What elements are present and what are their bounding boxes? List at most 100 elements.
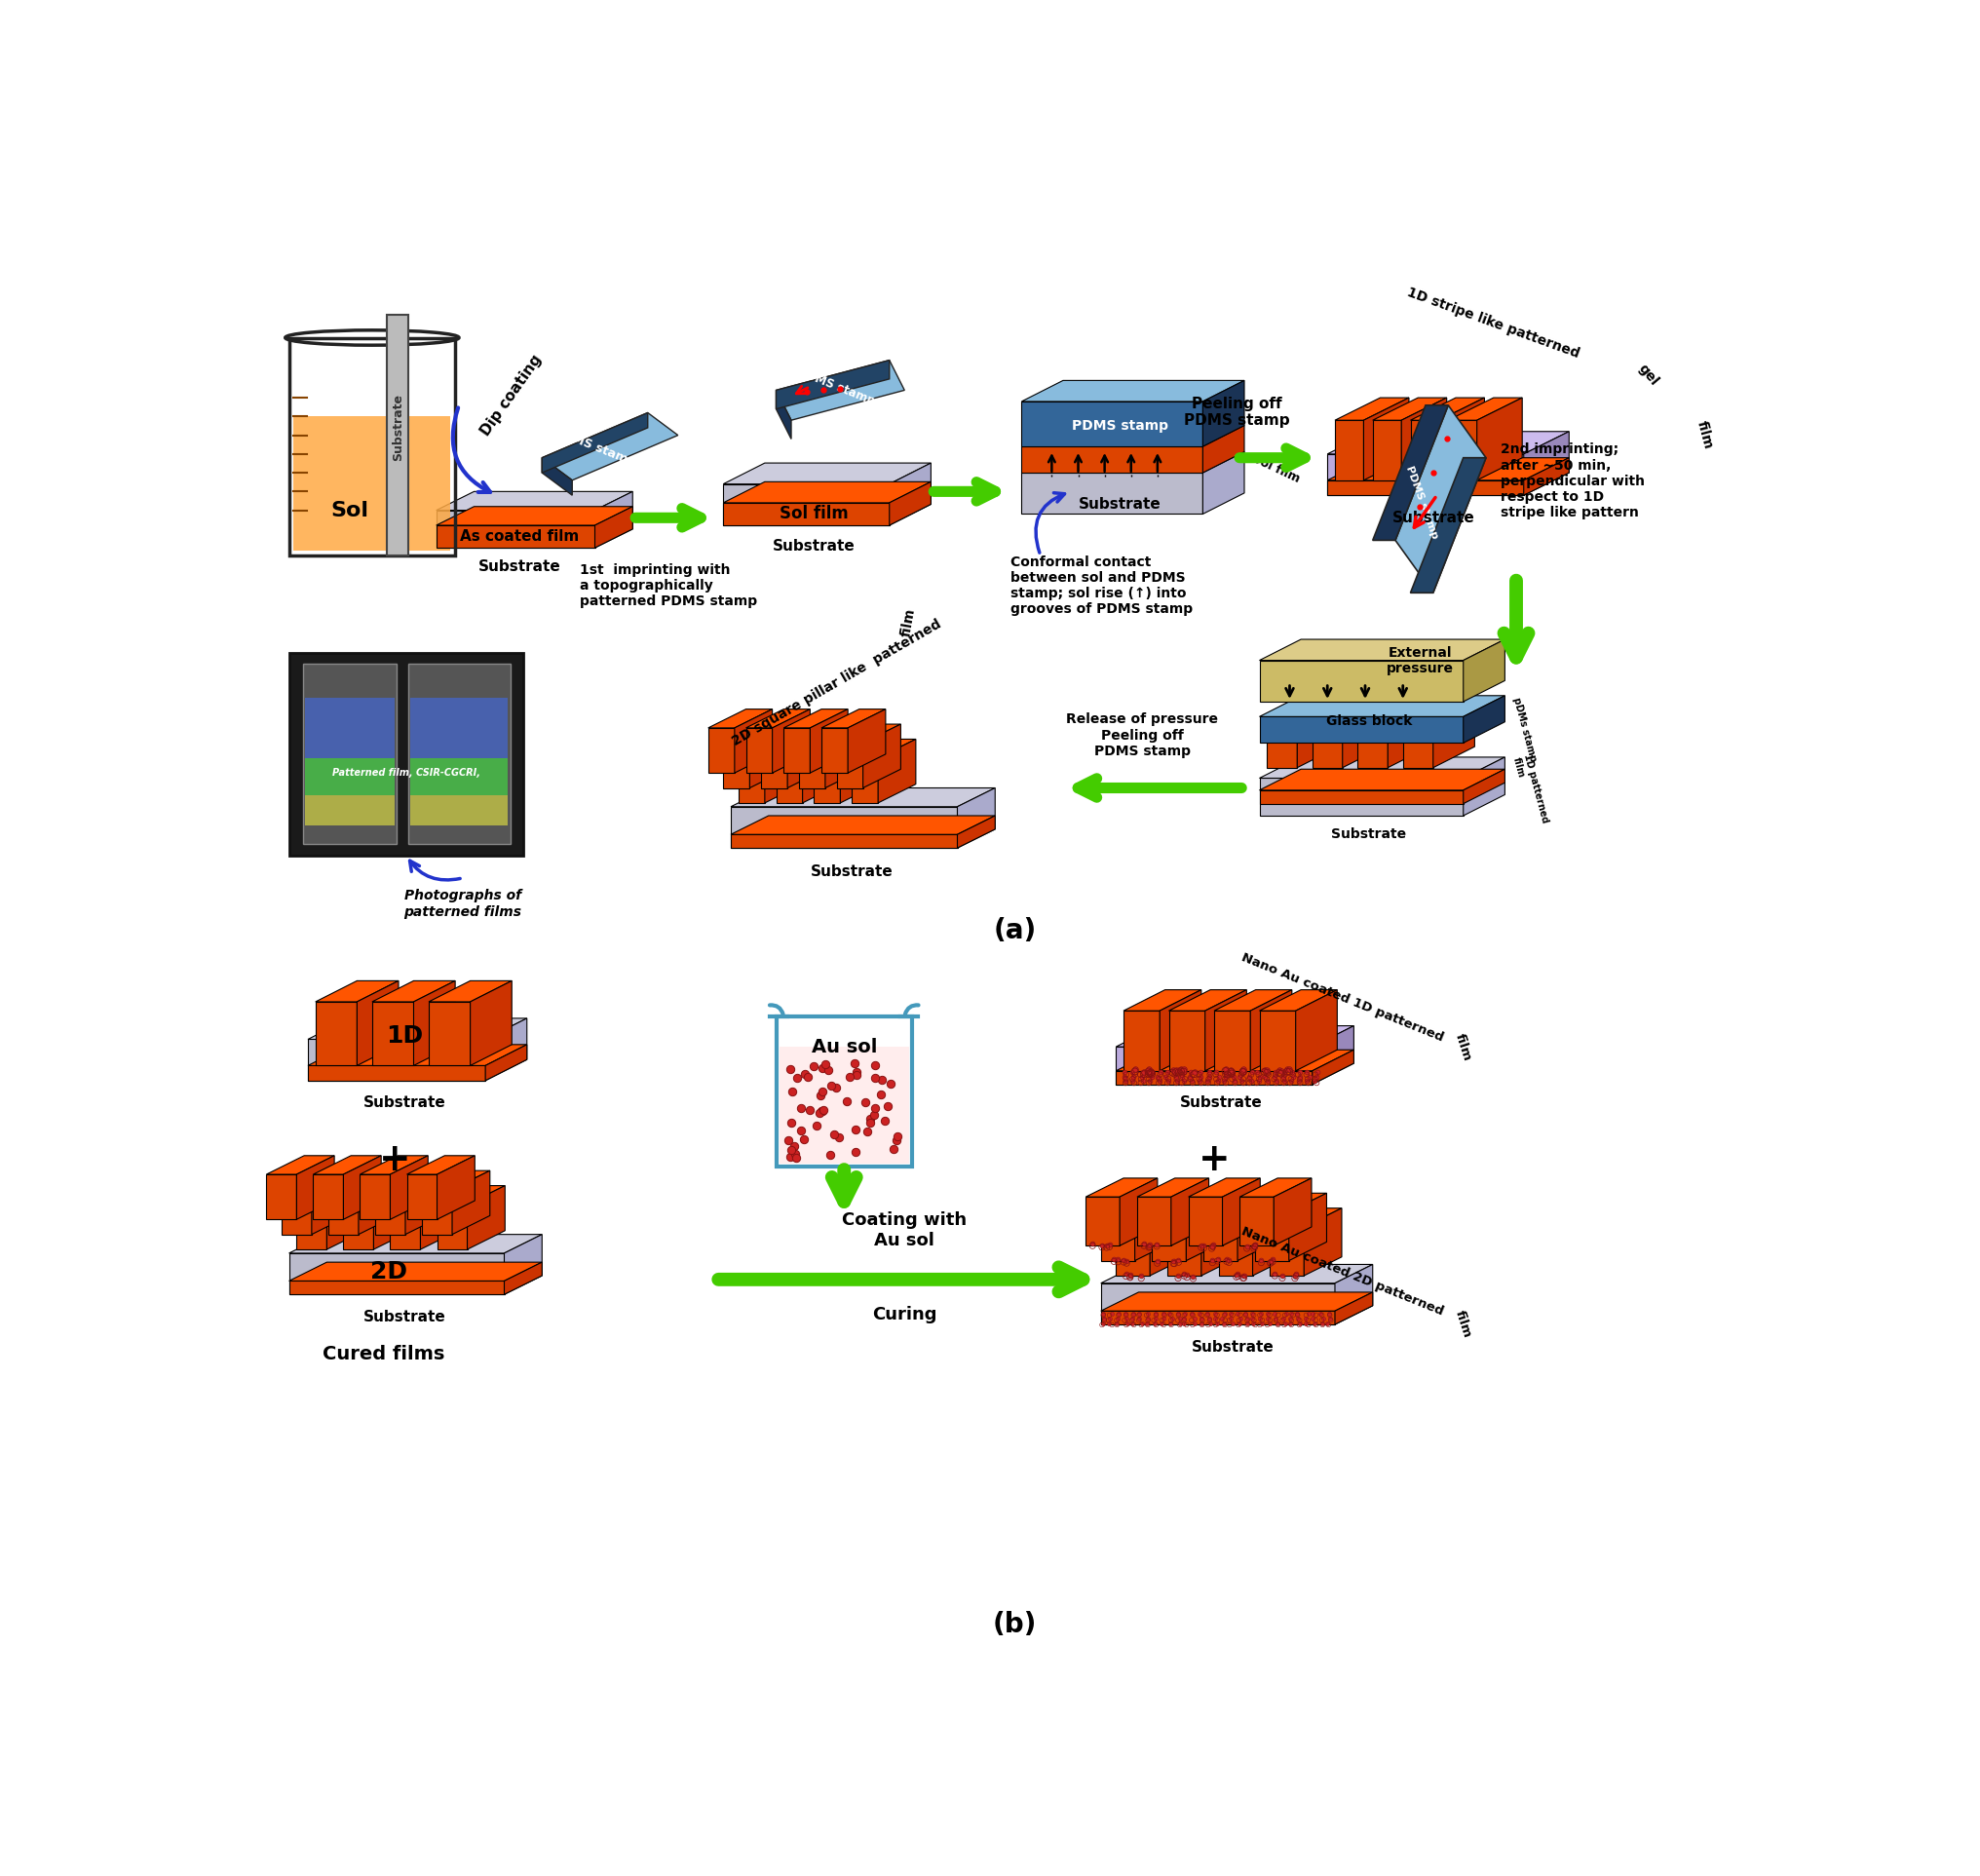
Polygon shape: [1327, 480, 1525, 495]
Polygon shape: [731, 807, 958, 848]
Polygon shape: [436, 507, 634, 525]
Polygon shape: [1214, 991, 1291, 1011]
Text: film: film: [1695, 420, 1715, 450]
Polygon shape: [356, 981, 398, 1066]
Polygon shape: [467, 1186, 505, 1249]
Polygon shape: [1463, 640, 1505, 702]
Polygon shape: [1439, 398, 1485, 480]
Polygon shape: [1313, 709, 1384, 730]
Polygon shape: [1117, 1051, 1354, 1071]
Text: Substrate: Substrate: [362, 1096, 446, 1111]
Polygon shape: [1218, 1227, 1253, 1276]
Polygon shape: [1101, 1264, 1372, 1283]
Polygon shape: [776, 390, 792, 439]
Text: Substrate: Substrate: [392, 394, 404, 461]
Polygon shape: [1313, 730, 1342, 767]
Text: Sol: Sol: [331, 501, 368, 520]
Polygon shape: [814, 739, 877, 758]
Polygon shape: [329, 1171, 396, 1189]
Polygon shape: [750, 724, 788, 788]
Polygon shape: [1463, 769, 1505, 803]
Polygon shape: [1372, 420, 1402, 480]
Text: Substrate: Substrate: [1180, 1096, 1263, 1111]
Polygon shape: [802, 739, 840, 803]
Polygon shape: [1259, 790, 1463, 803]
Polygon shape: [1410, 458, 1485, 593]
Text: film: film: [1453, 1032, 1473, 1062]
Polygon shape: [1022, 401, 1202, 446]
Polygon shape: [594, 492, 634, 548]
Polygon shape: [1410, 398, 1485, 420]
Polygon shape: [297, 1204, 327, 1249]
Polygon shape: [1313, 1051, 1354, 1084]
Polygon shape: [1259, 640, 1505, 660]
Text: Substrate: Substrate: [772, 538, 855, 553]
Polygon shape: [798, 743, 826, 788]
Polygon shape: [1101, 1293, 1372, 1311]
Polygon shape: [374, 1186, 412, 1249]
Polygon shape: [814, 758, 840, 803]
Polygon shape: [776, 758, 802, 803]
Polygon shape: [709, 709, 772, 728]
Polygon shape: [1259, 696, 1505, 717]
Bar: [289, 653, 523, 855]
Polygon shape: [1269, 1208, 1342, 1227]
Polygon shape: [1168, 1011, 1206, 1071]
Text: Au sol: Au sol: [812, 1037, 877, 1056]
Text: Nano Au coated 1D patterned: Nano Au coated 1D patterned: [1239, 951, 1445, 1045]
Polygon shape: [735, 709, 772, 773]
Polygon shape: [776, 360, 905, 420]
Polygon shape: [1259, 717, 1463, 743]
Bar: [410, 795, 509, 825]
Polygon shape: [1101, 1311, 1335, 1324]
Polygon shape: [836, 724, 901, 743]
Polygon shape: [1239, 1178, 1311, 1197]
Polygon shape: [372, 1002, 414, 1066]
Polygon shape: [1218, 1208, 1291, 1227]
Text: Glass block: Glass block: [1327, 715, 1412, 728]
Polygon shape: [1259, 758, 1505, 779]
Text: Conformal contact
between sol and PDMS
stamp; sol rise (↑) into
grooves of PDMS : Conformal contact between sol and PDMS s…: [1010, 555, 1192, 617]
Polygon shape: [784, 728, 810, 773]
Polygon shape: [1335, 1293, 1372, 1324]
Polygon shape: [1202, 452, 1243, 514]
Text: gel: gel: [1635, 362, 1661, 388]
Polygon shape: [1204, 1212, 1238, 1261]
Text: Substrate: Substrate: [810, 865, 893, 880]
Text: 2D square pillar like  patterned: 2D square pillar like patterned: [729, 617, 944, 749]
Bar: [776, 1017, 913, 1167]
Polygon shape: [1168, 991, 1247, 1011]
Text: PDMS stamp: PDMS stamp: [552, 424, 638, 469]
Polygon shape: [1249, 991, 1291, 1071]
Polygon shape: [343, 1186, 412, 1204]
Polygon shape: [1121, 1178, 1158, 1246]
Polygon shape: [1447, 398, 1523, 420]
Polygon shape: [1358, 730, 1388, 767]
Polygon shape: [1168, 1208, 1239, 1227]
Polygon shape: [309, 1066, 485, 1081]
Polygon shape: [1238, 1193, 1275, 1261]
Polygon shape: [776, 360, 889, 409]
Polygon shape: [422, 1189, 451, 1234]
Polygon shape: [1396, 405, 1485, 593]
Polygon shape: [1152, 1212, 1186, 1261]
Polygon shape: [889, 482, 931, 525]
Polygon shape: [309, 1019, 527, 1039]
Polygon shape: [485, 1045, 527, 1081]
Polygon shape: [422, 1171, 489, 1189]
Polygon shape: [1022, 426, 1243, 446]
Polygon shape: [360, 1156, 428, 1174]
Polygon shape: [772, 709, 810, 773]
Polygon shape: [788, 724, 826, 788]
Polygon shape: [760, 743, 788, 788]
Polygon shape: [1313, 1026, 1354, 1084]
Polygon shape: [1202, 381, 1243, 446]
Polygon shape: [390, 1156, 428, 1219]
Polygon shape: [731, 788, 996, 807]
Polygon shape: [1259, 1011, 1295, 1071]
Polygon shape: [1404, 709, 1475, 730]
Polygon shape: [1188, 1178, 1259, 1197]
Polygon shape: [810, 709, 847, 773]
Polygon shape: [1101, 1283, 1335, 1324]
Polygon shape: [1137, 1178, 1210, 1197]
